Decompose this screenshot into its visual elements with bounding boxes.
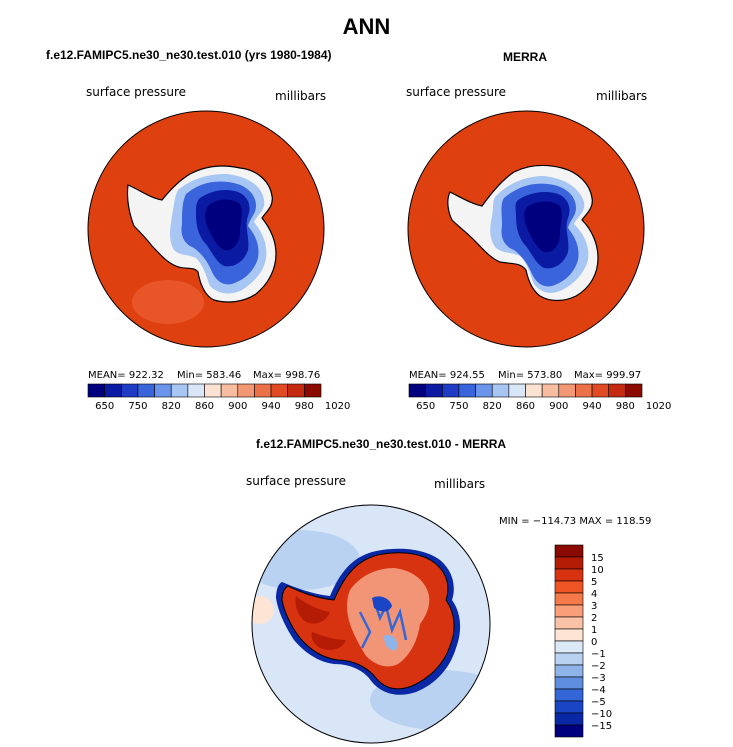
colorbar-swatch xyxy=(575,383,593,398)
colorbar-swatch xyxy=(554,724,584,738)
panel2-colorbar: 650 750 820 860 900 940 980 1020 xyxy=(408,383,671,412)
colorbar-swatch xyxy=(408,383,426,398)
panel2-map xyxy=(407,110,645,348)
colorbar-tick-label: −2 xyxy=(591,661,606,672)
panel3-variable-label: surface pressure xyxy=(246,474,346,488)
colorbar-tick-label: 750 xyxy=(128,401,147,412)
colorbar-tick-label: 10 xyxy=(591,565,604,576)
colorbar-swatch xyxy=(254,383,272,398)
colorbar-swatch xyxy=(304,383,322,398)
colorbar-tick-label: −15 xyxy=(591,721,612,732)
colorbar-tick-label: 820 xyxy=(162,401,181,412)
panel3-minmax: MIN = −114.73 MAX = 118.59 xyxy=(499,516,652,527)
colorbar-tick-label: 860 xyxy=(195,401,214,412)
colorbar-tick-label: 900 xyxy=(549,401,568,412)
panel1-max: Max= 998.76 xyxy=(253,370,321,381)
panel2-units-label: millibars xyxy=(596,89,648,103)
panel3-units-label: millibars xyxy=(434,477,486,491)
colorbar-swatch xyxy=(554,652,584,666)
colorbar-tick-label: −1 xyxy=(591,649,606,660)
panel1-mean: MEAN= 922.32 xyxy=(88,370,164,381)
panel1-units-label: millibars xyxy=(275,89,327,103)
colorbar-swatch xyxy=(441,383,460,398)
colorbar-swatch xyxy=(558,383,576,398)
colorbar-tick-label: 2 xyxy=(591,613,597,624)
colorbar-tick-label: 750 xyxy=(449,401,468,412)
colorbar-tick-label: −3 xyxy=(591,673,606,684)
colorbar-swatch xyxy=(554,616,584,630)
figure-title: ANN xyxy=(342,14,391,39)
colorbar-swatch xyxy=(287,383,305,398)
colorbar-swatch xyxy=(554,580,584,594)
colorbar-tick-label: 15 xyxy=(591,553,604,564)
panel2-mean: MEAN= 924.55 xyxy=(409,370,485,381)
colorbar-tick-label: 1020 xyxy=(325,401,350,412)
colorbar-swatch xyxy=(554,700,584,714)
panel3-title: f.e12.FAMIPC5.ne30_ne30.test.010 - MERRA xyxy=(256,437,507,451)
colorbar-swatch xyxy=(187,383,205,398)
panel1-min: Min= 583.46 xyxy=(177,370,242,381)
colorbar-tick-label: 940 xyxy=(583,401,602,412)
colorbar-swatch xyxy=(554,640,584,654)
colorbar-tick-label: 980 xyxy=(616,401,635,412)
colorbar-swatch xyxy=(104,383,122,398)
panel2-max: Max= 999.97 xyxy=(574,370,642,381)
colorbar-swatch xyxy=(204,383,222,398)
colorbar-swatch xyxy=(525,383,543,398)
colorbar-swatch xyxy=(554,688,584,702)
colorbar-swatch xyxy=(475,383,493,398)
colorbar-tick-label: 4 xyxy=(591,589,597,600)
colorbar-tick-label: 0 xyxy=(591,637,597,648)
colorbar-tick-label: −5 xyxy=(591,697,606,708)
colorbar-tick-label: 3 xyxy=(591,601,597,612)
colorbar-tick-label: 650 xyxy=(95,401,114,412)
colorbar-swatch xyxy=(270,383,289,398)
colorbar-swatch xyxy=(554,712,584,726)
colorbar-swatch xyxy=(554,604,584,618)
panel2-min: Min= 573.80 xyxy=(498,370,563,381)
panel1-variable-label: surface pressure xyxy=(86,85,186,99)
colorbar-swatch xyxy=(625,383,643,398)
colorbar-swatch xyxy=(458,383,476,398)
colorbar-swatch xyxy=(154,383,172,398)
colorbar-swatch xyxy=(220,383,239,398)
colorbar-swatch xyxy=(237,383,255,398)
colorbar-swatch xyxy=(120,383,139,398)
colorbar-swatch xyxy=(554,628,584,642)
colorbar-swatch xyxy=(608,383,626,398)
colorbar-swatch xyxy=(87,383,105,398)
colorbar-swatch xyxy=(170,383,189,398)
colorbar-tick-label: 1020 xyxy=(646,401,671,412)
colorbar-tick-label: −4 xyxy=(591,685,606,696)
colorbar-swatch xyxy=(491,383,510,398)
colorbar-tick-label: 650 xyxy=(416,401,435,412)
colorbar-swatch xyxy=(591,383,610,398)
colorbar-tick-label: 5 xyxy=(591,577,597,588)
colorbar-tick-label: 980 xyxy=(295,401,314,412)
colorbar-swatch xyxy=(137,383,155,398)
panel2-title: MERRA xyxy=(503,50,547,64)
colorbar-swatch xyxy=(425,383,443,398)
colorbar-tick-label: 940 xyxy=(262,401,281,412)
panel1-map xyxy=(87,110,325,348)
colorbar-swatch xyxy=(554,592,584,606)
panel1-title: f.e12.FAMIPC5.ne30_ne30.test.010 (yrs 19… xyxy=(46,48,332,62)
colorbar-swatch xyxy=(541,383,560,398)
panel3-map xyxy=(251,504,491,744)
colorbar-tick-label: 860 xyxy=(516,401,535,412)
colorbar-tick-label: 1 xyxy=(591,625,597,636)
colorbar-tick-label: 900 xyxy=(228,401,247,412)
colorbar-tick-label: −10 xyxy=(591,709,612,720)
panel1-colorbar: 650 750 820 860 900 940 980 1020 xyxy=(87,383,350,412)
colorbar-swatch xyxy=(554,676,584,690)
colorbar-swatch xyxy=(554,664,584,678)
colorbar-swatch xyxy=(554,544,584,558)
colorbar-swatch xyxy=(554,568,584,582)
colorbar-swatch xyxy=(508,383,526,398)
colorbar-tick-label: 820 xyxy=(483,401,502,412)
panel2-variable-label: surface pressure xyxy=(406,85,506,99)
colorbar-swatch xyxy=(554,556,584,570)
